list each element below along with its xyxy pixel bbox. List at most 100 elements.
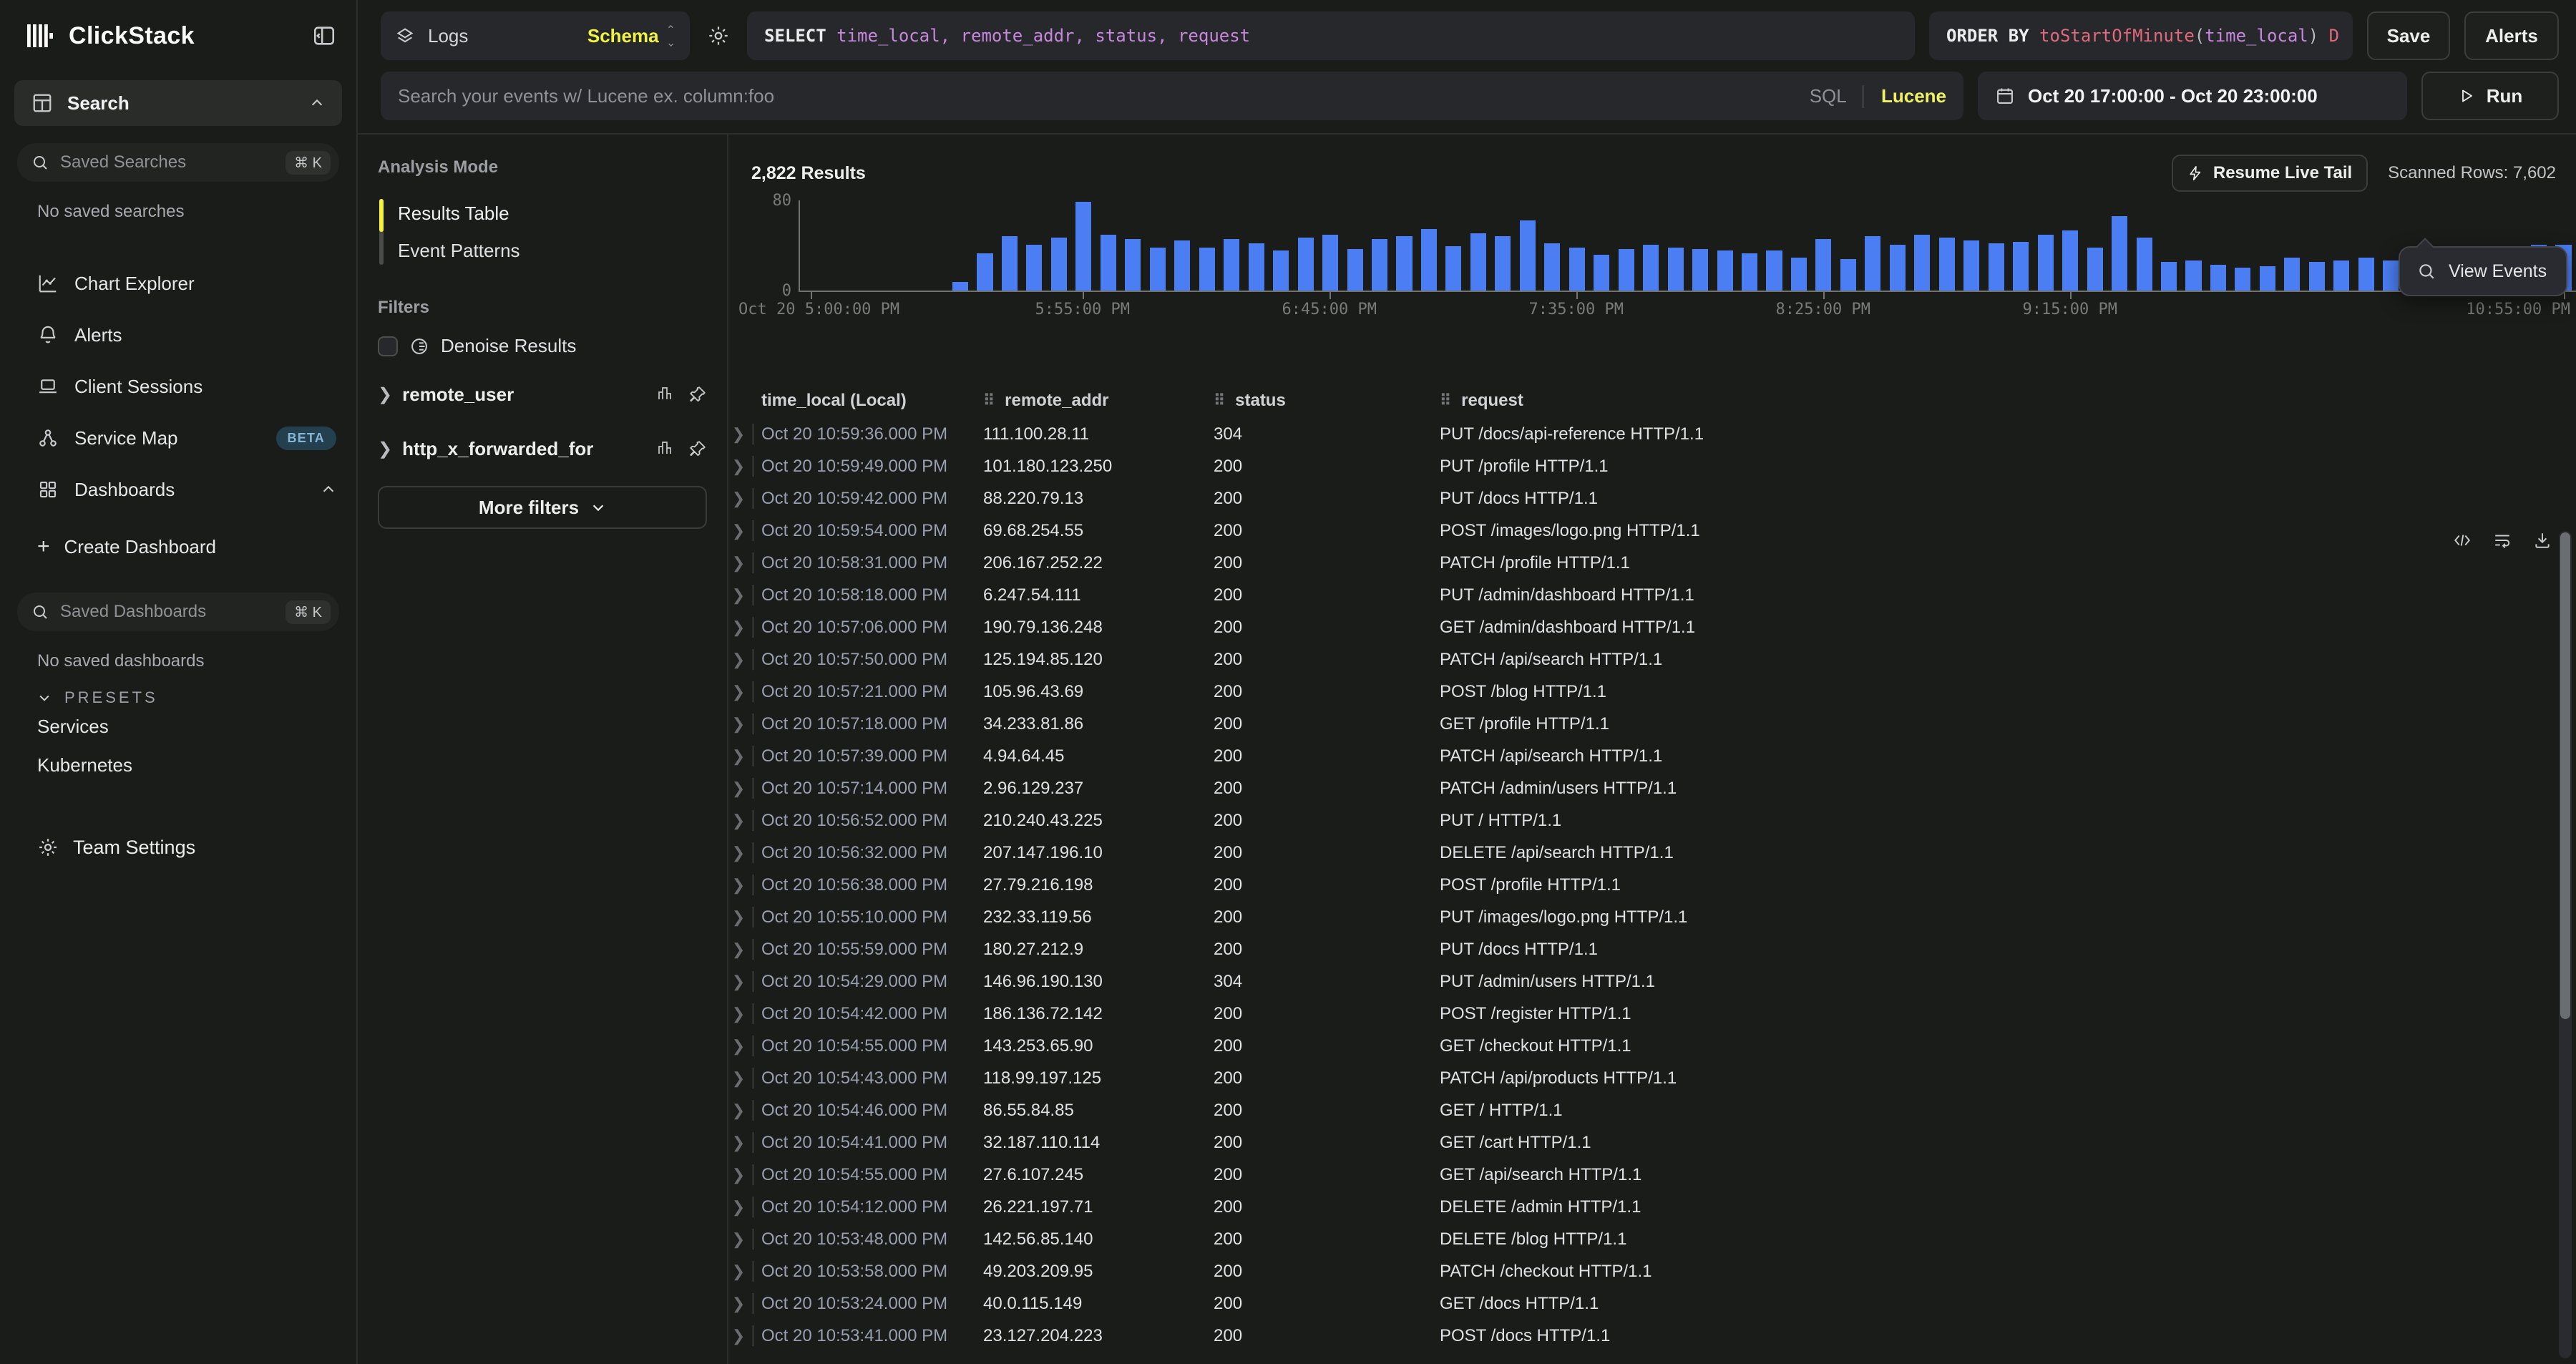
histogram-bar[interactable] [1470,233,1486,291]
table-row[interactable]: ❯ │ Oct 20 10:56:32.000 PM 207.147.196.10 20… [728,837,2576,869]
histogram-bar[interactable] [1322,235,1339,291]
histogram-bar[interactable] [1568,248,1585,291]
table-row[interactable]: ❯ │ Oct 20 10:53:24.000 PM 40.0.115.149 200 G… [728,1287,2576,1320]
sidebar-item-dashboards[interactable]: Dashboards [0,464,356,515]
denoise-results-checkbox[interactable]: Denoise Results [378,335,707,357]
row-expand-chevron-icon[interactable]: ❯ [731,1197,746,1216]
histogram-bar[interactable] [952,282,969,291]
histogram-bar[interactable] [1125,239,1141,291]
histogram-bar[interactable] [1667,248,1684,291]
field-chart-icon[interactable] [655,439,674,458]
table-row[interactable]: ❯ │ Oct 20 10:57:21.000 PM 105.96.43.69 200 P… [728,676,2576,708]
mode-event-patterns[interactable]: Event Patterns [398,239,520,261]
code-view-icon[interactable] [2451,531,2473,550]
table-row[interactable]: ❯ │ Oct 20 10:53:58.000 PM 49.203.209.95 200… [728,1255,2576,1287]
histogram-bar[interactable] [1742,253,1758,291]
table-row[interactable]: ❯ │ Oct 20 10:57:50.000 PM 125.194.85.120 20… [728,643,2576,676]
row-expand-chevron-icon[interactable]: ❯ [731,779,746,797]
table-row[interactable]: ❯ │ Oct 20 10:55:59.000 PM 180.27.212.9 200 P… [728,933,2576,965]
histogram-bar[interactable] [2259,266,2275,291]
team-settings-button[interactable]: Team Settings [0,822,356,873]
source-settings-gear-icon[interactable] [704,24,733,47]
row-expand-chevron-icon[interactable]: ❯ [731,1326,746,1345]
row-expand-chevron-icon[interactable]: ❯ [731,585,746,604]
row-expand-chevron-icon[interactable]: ❯ [731,1262,746,1280]
row-expand-chevron-icon[interactable]: ❯ [731,811,746,829]
row-expand-chevron-icon[interactable]: ❯ [731,424,746,443]
row-expand-chevron-icon[interactable]: ❯ [731,940,746,958]
row-expand-chevron-icon[interactable]: ❯ [731,521,746,540]
row-expand-chevron-icon[interactable]: ❯ [731,907,746,926]
histogram-bar[interactable] [1224,239,1240,291]
vertical-scrollbar[interactable] [2559,531,2572,1358]
field-pin-icon[interactable] [688,385,707,404]
table-row[interactable]: ❯ │ Oct 20 10:56:52.000 PM 210.240.43.225 20… [728,804,2576,837]
histogram-bar[interactable] [1495,236,1511,291]
histogram-bar[interactable] [1273,250,1289,291]
row-expand-chevron-icon[interactable]: ❯ [731,1004,746,1023]
histogram-bar[interactable] [1100,235,1116,291]
search-input[interactable]: Search your events w/ Lucene ex. column:… [381,72,1963,120]
order-by-input[interactable]: ORDER BY toStartOfMinute(time_local) D [1929,11,2353,60]
histogram-bar[interactable] [1149,248,1166,291]
row-expand-chevron-icon[interactable]: ❯ [731,1068,746,1087]
histogram-bar[interactable] [977,253,993,291]
sql-toggle[interactable]: SQL [1809,84,1847,107]
row-expand-chevron-icon[interactable]: ❯ [731,1101,746,1119]
histogram-bar[interactable] [1420,229,1437,291]
histogram-bar[interactable] [2062,230,2079,291]
histogram-bar[interactable] [1075,202,1092,291]
histogram-bar[interactable] [2185,260,2202,291]
table-row[interactable]: ❯ │ Oct 20 10:59:49.000 PM 101.180.123.250 2… [728,450,2576,482]
histogram-bar[interactable] [1963,240,1980,291]
save-button[interactable]: Save [2367,11,2450,60]
histogram-bar[interactable] [2037,235,2054,291]
select-clause-input[interactable]: SELECT time_local, remote_addr, status, … [747,11,1915,60]
column-header-request[interactable]: ⠿ request [1440,391,1523,410]
lucene-toggle[interactable]: Lucene [1880,84,1946,107]
table-row[interactable]: ❯ │ Oct 20 10:58:18.000 PM 6.247.54.111 200 P… [728,579,2576,611]
resume-live-tail-button[interactable]: Resume Live Tail [2171,155,2368,192]
wrap-text-icon[interactable] [2492,531,2513,550]
table-row[interactable]: ❯ │ Oct 20 10:59:42.000 PM 88.220.79.13 200 P… [728,482,2576,515]
histogram-bar[interactable] [1544,243,1561,291]
histogram-bar[interactable] [1643,245,1659,291]
histogram-bar[interactable] [1988,243,2004,291]
table-row[interactable]: ❯ │ Oct 20 10:54:42.000 PM 186.136.72.142 20… [728,998,2576,1030]
row-expand-chevron-icon[interactable]: ❯ [731,1165,746,1184]
column-header-remote-addr[interactable]: ⠿ remote_addr [983,391,1109,410]
field-chart-icon[interactable] [655,385,674,404]
field-pin-icon[interactable] [688,439,707,458]
drag-grip-icon[interactable]: ⠿ [1440,391,1452,409]
alerts-button[interactable]: Alerts [2464,11,2559,60]
histogram-bar[interactable] [2308,262,2325,291]
column-header-status[interactable]: ⠿ status [1214,391,1286,410]
histogram-bar[interactable] [1938,238,1955,291]
sidebar-item-service-map[interactable]: Service Map BETA [0,412,356,464]
row-expand-chevron-icon[interactable]: ❯ [731,875,746,894]
row-expand-chevron-icon[interactable]: ❯ [731,1036,746,1055]
column-header-time-local[interactable]: time_local (Local) [761,391,907,410]
histogram-bar[interactable] [2333,260,2350,291]
preset-item-kubernetes[interactable]: Kubernetes [37,754,132,776]
histogram-bar[interactable] [1914,235,1931,291]
histogram-bar[interactable] [2284,258,2301,291]
preset-item-services[interactable]: Services [37,715,109,737]
row-expand-chevron-icon[interactable]: ❯ [731,650,746,668]
histogram-bar[interactable] [1297,238,1314,291]
sidebar-item-search[interactable]: Search [14,80,342,126]
table-row[interactable]: ❯ │ Oct 20 10:57:18.000 PM 34.233.81.86 200 G… [728,708,2576,740]
histogram-bar[interactable] [2235,268,2251,291]
histogram-bar[interactable] [1371,239,1388,291]
mode-results-table[interactable]: Results Table [398,202,509,224]
saved-dashboards-input[interactable]: Saved Dashboards ⌘ K [17,593,339,631]
histogram-bar[interactable] [1766,250,1782,291]
filter-field-remote_user[interactable]: ❯ remote_user [378,377,707,411]
sidebar-item-client-sessions[interactable]: Client Sessions [0,361,356,412]
histogram-bar[interactable] [2383,260,2399,291]
histogram-bar[interactable] [1026,245,1043,291]
row-expand-chevron-icon[interactable]: ❯ [731,682,746,701]
histogram-bar[interactable] [1618,249,1634,291]
histogram-bar[interactable] [1692,249,1709,291]
histogram-bar[interactable] [1865,236,1881,291]
